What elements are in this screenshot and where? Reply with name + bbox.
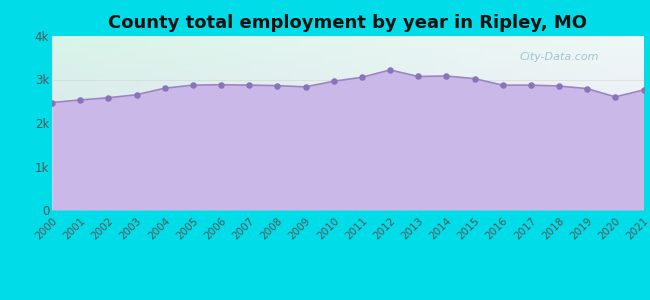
Point: [357, 75, 367, 80]
Point: [638, 88, 649, 92]
Point: [103, 95, 114, 100]
Point: [131, 92, 142, 97]
Point: [272, 83, 283, 88]
Point: [75, 98, 85, 102]
Point: [441, 74, 452, 78]
Point: [300, 85, 311, 89]
Point: [469, 76, 480, 81]
Title: County total employment by year in Ripley, MO: County total employment by year in Riple…: [109, 14, 587, 32]
Point: [497, 83, 508, 88]
Point: [385, 68, 395, 72]
Point: [216, 82, 226, 87]
Point: [188, 83, 198, 88]
Point: [554, 84, 564, 88]
Point: [526, 83, 536, 88]
Point: [159, 86, 170, 91]
Text: City-Data.com: City-Data.com: [519, 52, 599, 62]
Point: [47, 100, 57, 105]
Point: [328, 79, 339, 84]
Point: [610, 94, 621, 99]
Point: [582, 86, 592, 91]
Point: [413, 74, 423, 79]
Point: [244, 83, 254, 88]
